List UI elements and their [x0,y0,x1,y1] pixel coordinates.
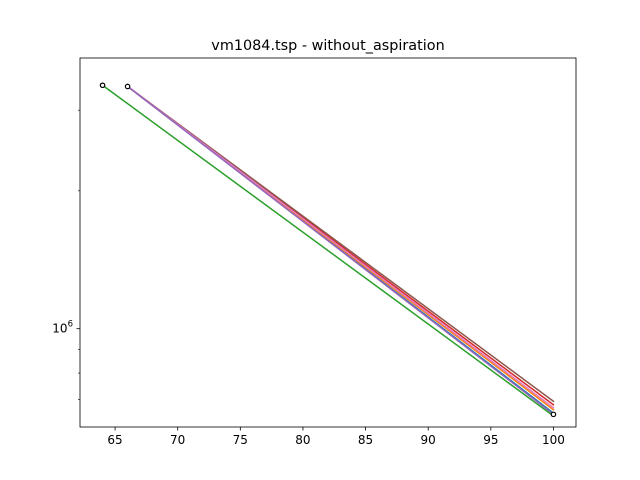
x-tick-label-100: 100 [542,433,565,447]
series-layer [101,84,555,417]
axes-frame [79,57,577,428]
axes-layer: 65 70 75 80 85 90 95 100 106 [52,57,577,447]
point-marker-2 [124,83,131,90]
x-tick-label-90: 90 [421,433,436,447]
x-tick-label-75: 75 [233,433,248,447]
x-tick-label-70: 70 [170,433,185,447]
y-tick-label: 106 [52,320,73,336]
series-line-4 [126,85,555,403]
point-marker-1 [99,82,106,89]
x-tick-label-80: 80 [295,433,310,447]
marker-layer [99,82,557,418]
series-line-6 [126,85,555,416]
chart-title: vm1084.tsp - without_aspiration [211,38,444,54]
x-tick-label-65: 65 [107,433,122,447]
series-line-5 [126,85,555,409]
series-line-7 [101,84,555,417]
point-marker-3 [550,411,557,418]
x-tick-label-95: 95 [483,433,498,447]
x-tick-label-85: 85 [358,433,373,447]
